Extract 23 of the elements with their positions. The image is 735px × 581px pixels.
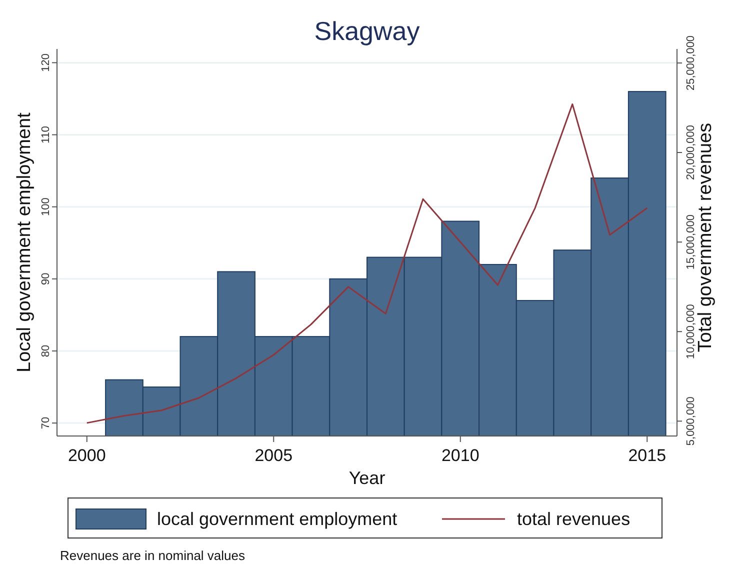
text: Revenues are in nominal values — [60, 548, 246, 563]
chart-title: Skagway — [314, 16, 420, 46]
y2-tick-label: 25,000,000 — [685, 35, 697, 90]
y2-axis-title: Total government revenues — [695, 122, 716, 352]
x-tick-label: 2000 — [68, 446, 106, 465]
y2-tick-label: 15,000,000 — [685, 214, 697, 270]
line-series — [86, 103, 648, 424]
y-tick-label: 70 — [40, 416, 52, 430]
y-tick-label: 90 — [40, 272, 52, 286]
legend-label: local government employment — [157, 509, 398, 529]
y-tick-label: 80 — [40, 344, 52, 358]
y-tick-label: 110 — [40, 126, 52, 144]
y-tick-label: 120 — [40, 54, 52, 72]
legend-label: total revenues — [517, 509, 630, 529]
x-tick-label: 2015 — [628, 446, 666, 465]
y-tick-label: 100 — [40, 198, 52, 216]
y2-tick-label: 5,000,000 — [685, 396, 697, 446]
x-tick-label: 2010 — [441, 446, 480, 465]
y2-tick-label: 20,000,000 — [685, 124, 697, 180]
x-axis-title: Year — [348, 468, 386, 488]
y-axis-title: Local government employment — [14, 112, 35, 372]
y2-tick-label: 10,000,000 — [685, 304, 697, 360]
x-tick-label: 2005 — [254, 446, 293, 465]
